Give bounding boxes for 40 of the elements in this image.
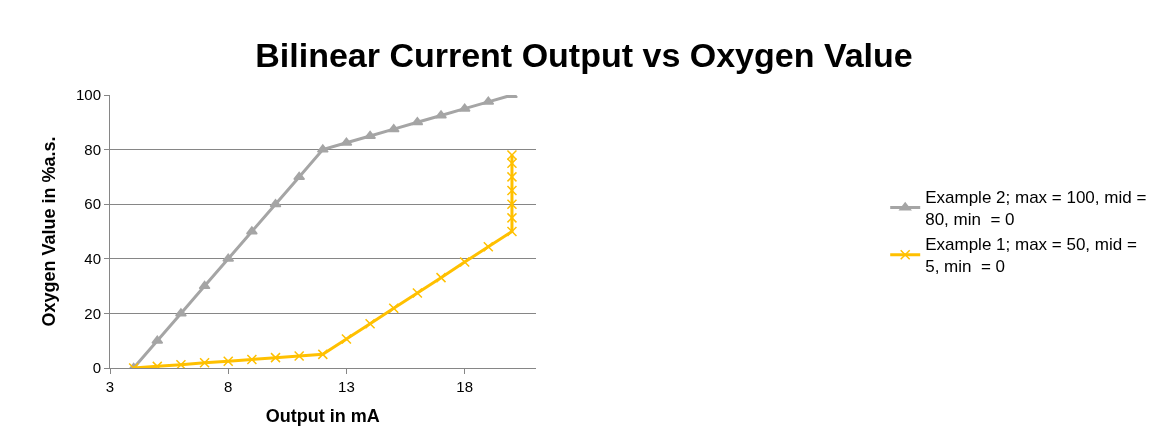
point	[246, 354, 258, 365]
point	[199, 357, 210, 368]
point	[175, 359, 187, 368]
point	[293, 350, 305, 362]
point	[387, 123, 400, 133]
y-tick-label: 100	[75, 86, 101, 104]
chart-title: Bilinear Current Output vs Oxygen Value	[255, 36, 913, 75]
point	[506, 185, 518, 196]
y-tick-label: 20	[84, 304, 101, 322]
point	[269, 198, 282, 208]
point	[198, 280, 211, 290]
point	[506, 198, 518, 210]
legend-label: Example 1; max = 50, mid = 5, min = 0	[925, 235, 1142, 277]
y-tick-label: 80	[84, 140, 101, 158]
point	[270, 352, 281, 363]
point	[506, 226, 518, 237]
point	[412, 287, 423, 299]
x-tick-label: 13	[338, 378, 355, 395]
point	[506, 158, 518, 169]
point	[435, 110, 447, 119]
point	[506, 212, 518, 224]
legend-label: Example 2; max = 100, mid = 80, min = 0	[925, 188, 1152, 230]
point	[364, 318, 376, 330]
point	[506, 149, 518, 161]
x-axis-title: Output in mA	[265, 406, 380, 427]
point	[483, 241, 494, 253]
y-tick-label: 0	[92, 359, 101, 377]
point	[317, 349, 329, 360]
x-tick-label: 3	[105, 378, 115, 395]
point	[435, 272, 447, 283]
point	[459, 256, 470, 268]
y-axis-title: Oxygen Value in %a.s.	[39, 136, 60, 327]
x-tick-label: 8	[224, 378, 233, 395]
point	[506, 171, 518, 183]
point	[222, 355, 234, 367]
x-tick-label: 18	[456, 378, 474, 395]
point	[341, 333, 352, 345]
y-tick-label: 40	[84, 250, 101, 268]
y-tick-label: 60	[84, 195, 101, 213]
point	[388, 302, 399, 314]
